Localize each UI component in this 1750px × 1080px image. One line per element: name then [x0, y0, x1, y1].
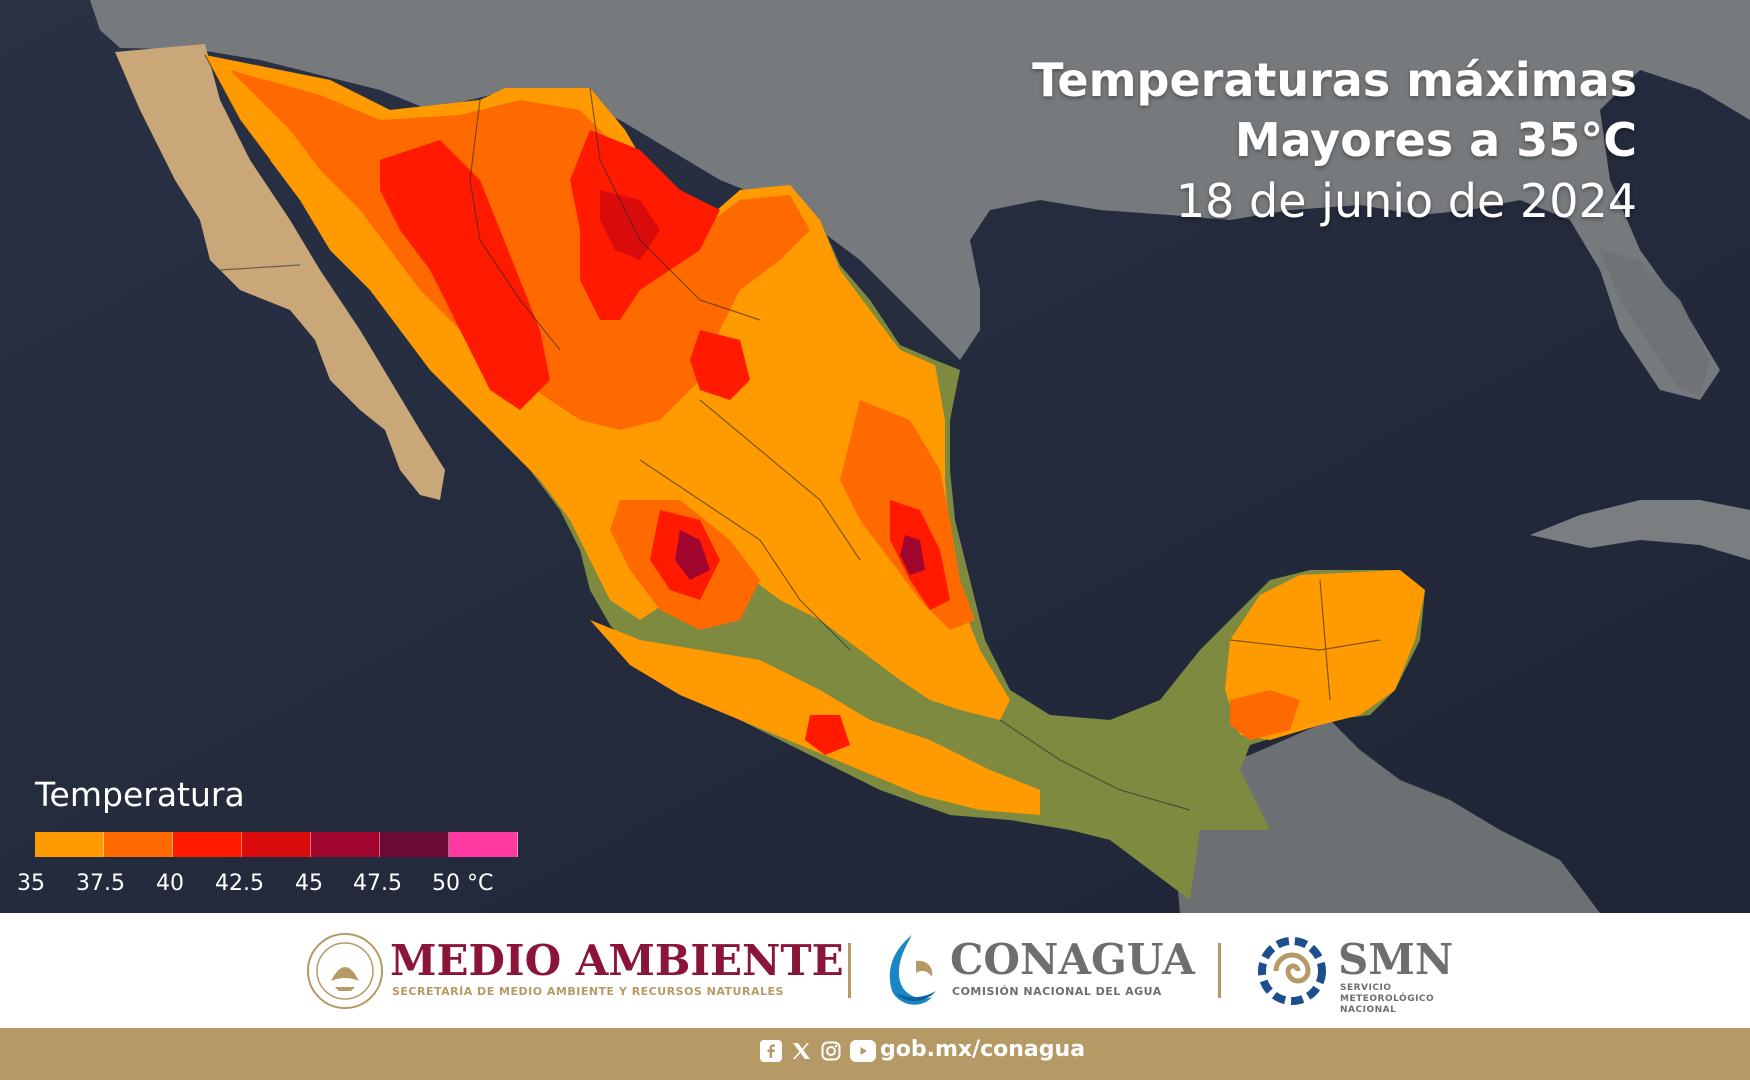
legend-label-50: 50 °C	[432, 871, 494, 896]
legend-swatch-42-5	[242, 832, 311, 857]
medio-ambiente-subtitle: SECRETARÍA DE MEDIO AMBIENTE Y RECURSOS …	[392, 985, 784, 998]
heat-zone-40-guerrero	[805, 715, 850, 755]
social-bar: gob.mx/conagua	[0, 1028, 1750, 1080]
social-icons	[760, 1040, 876, 1062]
legend-label-37-5: 37.5	[76, 871, 125, 896]
smn-name: SMN	[1338, 935, 1454, 984]
x-icon[interactable]	[790, 1040, 812, 1062]
conagua-emblem-icon	[889, 935, 936, 1005]
legend-label-45: 45	[295, 871, 323, 896]
legend-labels: 35 37.5 40 42.5 45 47.5 50 °C	[0, 871, 560, 901]
legend-label-42-5: 42.5	[215, 871, 264, 896]
heat-zone-37-5	[230, 70, 810, 430]
heat-zone-37-5-yucatan	[1230, 690, 1300, 740]
legend-swatch-50	[449, 832, 518, 857]
legend-swatch-45	[311, 832, 380, 857]
usa-landmass	[90, 0, 1750, 400]
conagua-subtitle: COMISIÓN NACIONAL DEL AGUA	[952, 985, 1162, 998]
state-borders	[204, 54, 1381, 811]
smn-logo: SMN SERVICIO METEOROLÓGICO NACIONAL	[1250, 913, 1470, 1028]
smn-subtitle-3: NACIONAL	[1340, 1005, 1397, 1015]
legend-swatch-35	[35, 832, 104, 857]
facebook-icon[interactable]	[760, 1040, 782, 1062]
legend-label-40: 40	[156, 871, 184, 896]
legend-swatch-37-5	[104, 832, 173, 857]
legend-label-47-5: 47.5	[353, 871, 402, 896]
instagram-icon[interactable]	[820, 1040, 842, 1062]
conagua-name: CONAGUA	[950, 935, 1195, 984]
logo-strip: MEDIO AMBIENTE SECRETARÍA DE MEDIO AMBIE…	[0, 913, 1750, 1028]
website-link[interactable]: gob.mx/conagua	[880, 1037, 1086, 1062]
national-seal-icon	[307, 933, 383, 1009]
florida	[1600, 250, 1710, 395]
conagua-logo: CONAGUA COMISIÓN NACIONAL DEL AGUA	[880, 913, 1200, 1028]
heat-zone-42-5-nl	[900, 535, 925, 575]
cuba	[1530, 500, 1750, 560]
medio-ambiente-logo: MEDIO AMBIENTE SECRETARÍA DE MEDIO AMBIE…	[300, 913, 844, 1028]
legend-swatch-40	[173, 832, 242, 857]
logo-divider-1	[848, 943, 851, 998]
legend-swatch-47-5	[380, 832, 449, 857]
legend-bar	[35, 832, 518, 857]
smn-emblem-icon	[1258, 937, 1326, 1005]
legend-title: Temperatura	[35, 775, 245, 814]
heat-zone-42-5-jalisco	[675, 530, 710, 580]
footer: MEDIO AMBIENTE SECRETARÍA DE MEDIO AMBIE…	[0, 913, 1750, 1080]
title-line-1: Temperaturas máximas	[1032, 53, 1637, 107]
heat-zone-40-sonora	[380, 140, 550, 410]
baja-california	[115, 44, 445, 500]
legend-label-35: 35	[17, 871, 45, 896]
smn-subtitle-2: METEOROLÓGICO	[1340, 994, 1435, 1004]
temperature-legend: Temperatura 35 37.5 40 42.5 45 47.5 50 °…	[0, 775, 560, 905]
map-panel: Temperaturas máximas Mayores a 35°C 18 d…	[0, 0, 1750, 913]
title-line-2: Mayores a 35°C	[1234, 113, 1637, 167]
heat-zone-42-5	[600, 190, 660, 260]
medio-ambiente-name: MEDIO AMBIENTE	[390, 936, 844, 985]
basemap	[0, 0, 1750, 913]
youtube-icon[interactable]	[850, 1040, 876, 1062]
heat-zone-40-nl	[690, 330, 750, 400]
smn-subtitle-1: SERVICIO	[1340, 983, 1392, 993]
logo-divider-2	[1218, 943, 1221, 998]
central-america	[1175, 720, 1600, 913]
title-date: 18 de junio de 2024	[1175, 174, 1637, 228]
title-block: Temperaturas máximas Mayores a 35°C 18 d…	[1032, 50, 1637, 232]
